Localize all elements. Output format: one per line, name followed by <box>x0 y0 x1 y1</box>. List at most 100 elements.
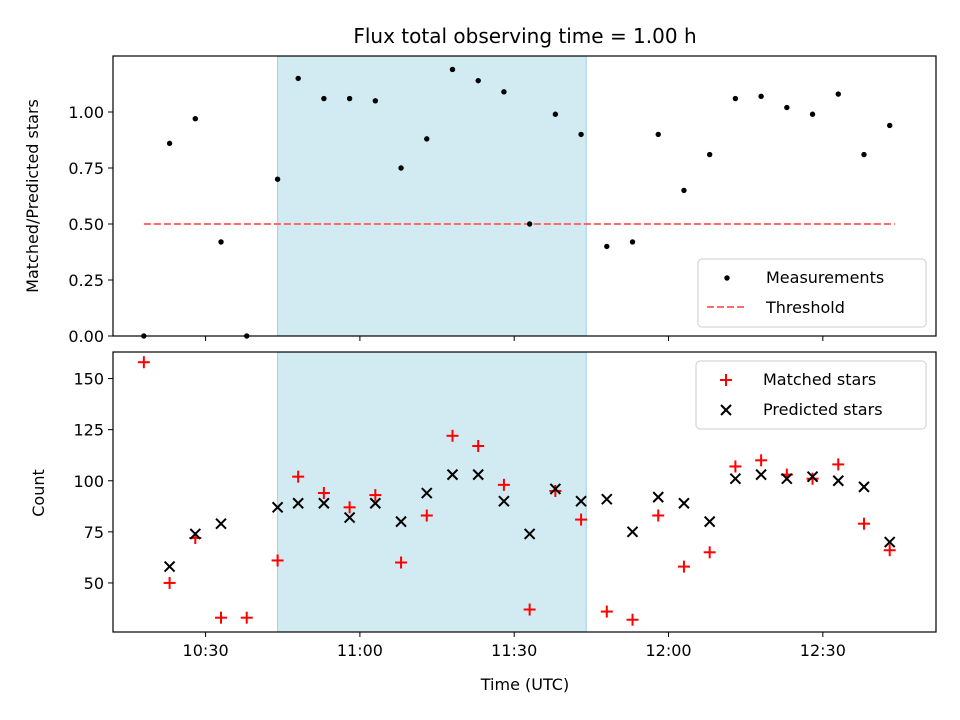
top-plot-frame <box>112 55 937 337</box>
matched-star-point <box>240 611 253 624</box>
matched-star-point <box>420 509 433 522</box>
measurement-point <box>526 221 533 227</box>
bottom-y-tick-label: 125 <box>73 421 104 440</box>
matched-star-point <box>137 356 150 369</box>
measurement-point <box>809 111 816 117</box>
measurement-point <box>218 239 224 245</box>
bottom-observing-interval-band <box>277 351 587 633</box>
measurement-point <box>629 239 636 245</box>
matched-star-point <box>369 489 382 502</box>
top-legend-box <box>697 258 927 328</box>
measurement-point <box>681 187 687 194</box>
top-y-axis: 0.00 0.25 0.50 0.75 1.00 <box>68 103 113 346</box>
matched-star-point <box>271 554 284 567</box>
measurement-point <box>295 75 301 82</box>
predicted-star-point <box>163 560 176 573</box>
top-y-tick-label: 1.00 <box>68 103 104 122</box>
matched-star-point <box>215 611 228 624</box>
legend-threshold-label: Threshold <box>765 298 845 317</box>
x-tick-label: 11:30 <box>491 641 537 660</box>
predicted-star-point <box>446 468 459 481</box>
legend-matched-label: Matched stars <box>763 370 876 389</box>
predicted-star-point <box>832 475 844 487</box>
measurement-point <box>424 136 430 142</box>
predicted-star-point <box>523 528 536 540</box>
legend-measurements-label: Measurements <box>766 268 884 287</box>
top-y-tick-label: 0.50 <box>68 215 104 234</box>
measurement-point <box>784 104 790 111</box>
matched-star-point <box>883 544 896 557</box>
measurement-point <box>321 95 327 102</box>
measurement-point <box>552 111 559 117</box>
bottom-legend: Matched stars Predicted stars <box>695 360 927 430</box>
predicted-star-point <box>369 497 382 509</box>
x-tick-label: 12:30 <box>800 641 846 660</box>
top-observing-interval-band <box>277 55 587 337</box>
measurement-point <box>578 131 584 138</box>
legend-predicted-marker <box>720 404 732 416</box>
x-tick-label: 10:30 <box>183 641 229 660</box>
measurement-point <box>346 95 353 102</box>
predicted-star-point <box>626 526 639 538</box>
predicted-star-point <box>292 497 304 509</box>
top-y-tick-label: 0.75 <box>68 159 104 178</box>
bottom-matched-layer <box>137 356 896 626</box>
top-shaded-interval <box>277 55 587 337</box>
measurement-point <box>758 93 764 100</box>
predicted-star-point <box>678 497 690 509</box>
matched-star-point <box>652 509 665 522</box>
top-y-axis-label: Matched/Predicted stars <box>23 99 42 293</box>
measurement-point <box>475 77 481 84</box>
measurement-point <box>604 243 610 250</box>
top-legend: Measurements Threshold <box>697 258 927 328</box>
measurement-point <box>655 131 661 138</box>
top-y-tick-label: 0.25 <box>68 271 104 290</box>
legend-measurements-marker <box>724 275 730 281</box>
predicted-star-point <box>806 470 819 483</box>
measurement-point <box>501 89 507 95</box>
predicted-star-point <box>601 493 613 505</box>
predicted-star-point <box>652 491 664 503</box>
predicted-star-point <box>549 483 562 495</box>
matched-star-point <box>755 454 768 467</box>
measurement-point <box>732 95 739 102</box>
matched-star-point <box>523 603 536 616</box>
x-axis-label: Time (UTC) <box>480 675 569 694</box>
matched-star-point <box>549 484 562 497</box>
bottom-y-axis-label: Count <box>29 469 48 517</box>
matched-star-point <box>677 560 690 573</box>
predicted-star-point <box>472 468 484 481</box>
predicted-star-point <box>189 528 202 540</box>
bottom-legend-box <box>695 360 927 430</box>
measurement-point <box>835 91 841 97</box>
top-measurements-layer <box>141 66 893 339</box>
predicted-star-point <box>729 473 742 485</box>
predicted-star-point <box>318 497 330 509</box>
legend-predicted-label: Predicted stars <box>763 400 883 419</box>
predicted-star-point <box>343 511 356 524</box>
measurement-point <box>398 165 404 171</box>
chart-title: Flux total observing time = 1.00 h <box>353 24 696 48</box>
x-tick-label: 11:00 <box>337 641 383 660</box>
bottom-plot-frame <box>112 351 937 633</box>
predicted-star-point <box>215 517 227 530</box>
top-y-tick-label: 0.00 <box>68 327 104 346</box>
matched-star-point <box>626 613 639 626</box>
legend-matched-marker <box>720 374 732 386</box>
matched-star-point <box>472 440 485 453</box>
predicted-star-point <box>575 495 587 507</box>
matched-star-point <box>292 470 305 483</box>
top-x-axis-ticks <box>205 336 824 341</box>
bottom-y-tick-label: 150 <box>73 370 104 389</box>
x-tick-label: 12:00 <box>645 641 691 660</box>
predicted-star-point <box>703 515 716 528</box>
measurement-point <box>274 176 281 182</box>
matched-star-point <box>832 458 845 471</box>
matched-star-point <box>575 513 588 526</box>
measurement-point <box>372 98 379 104</box>
matched-star-point <box>857 517 870 530</box>
bottom-y-tick-label: 100 <box>73 472 104 491</box>
matched-star-point <box>343 501 356 514</box>
